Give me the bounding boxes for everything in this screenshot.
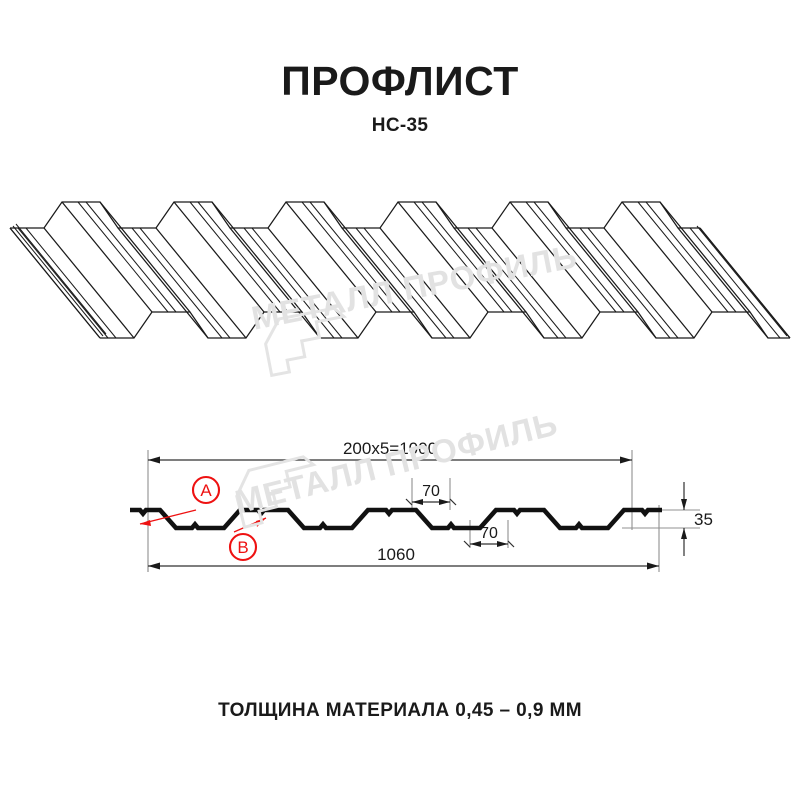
iso-sheet-outline — [9, 201, 791, 339]
dimension-height: 35 — [681, 482, 713, 556]
callout-a: A — [139, 475, 221, 526]
dimension-label-height: 35 — [694, 510, 713, 529]
footer: ТОЛЩИНА МАТЕРИАЛА 0,45 – 0,9 ММ — [0, 700, 800, 722]
callout-a-circle — [191, 475, 221, 505]
profile-cross-section: 200x5=1000 1060 70 70 — [130, 439, 713, 572]
callout-b: B — [228, 517, 267, 562]
profile-polyline — [130, 507, 662, 531]
callout-a-label: A — [200, 481, 212, 500]
dimension-label-pitch-total: 200x5=1000 — [343, 439, 437, 458]
isometric-profile-sheet — [9, 201, 791, 339]
dimension-rib-top: 70 — [405, 483, 457, 506]
callout-b-circle — [228, 532, 258, 562]
dimension-rib-bottom: 70 — [463, 525, 515, 548]
dimension-label-rib-top: 70 — [422, 483, 440, 500]
dimension-label-rib-bottom: 70 — [480, 525, 498, 542]
callout-b-label: B — [237, 538, 248, 557]
dimension-overall-width: 1060 — [148, 545, 659, 570]
dimension-pitch-total: 200x5=1000 — [148, 439, 632, 464]
dimension-label-overall-width: 1060 — [377, 545, 415, 564]
page-title: ПРОФЛИСТ — [281, 58, 519, 104]
material-thickness-note: ТОЛЩИНА МАТЕРИАЛА 0,45 – 0,9 ММ — [218, 700, 582, 721]
header: ПРОФЛИСТ НС-35 — [0, 58, 800, 137]
product-code: НС-35 — [371, 115, 429, 137]
